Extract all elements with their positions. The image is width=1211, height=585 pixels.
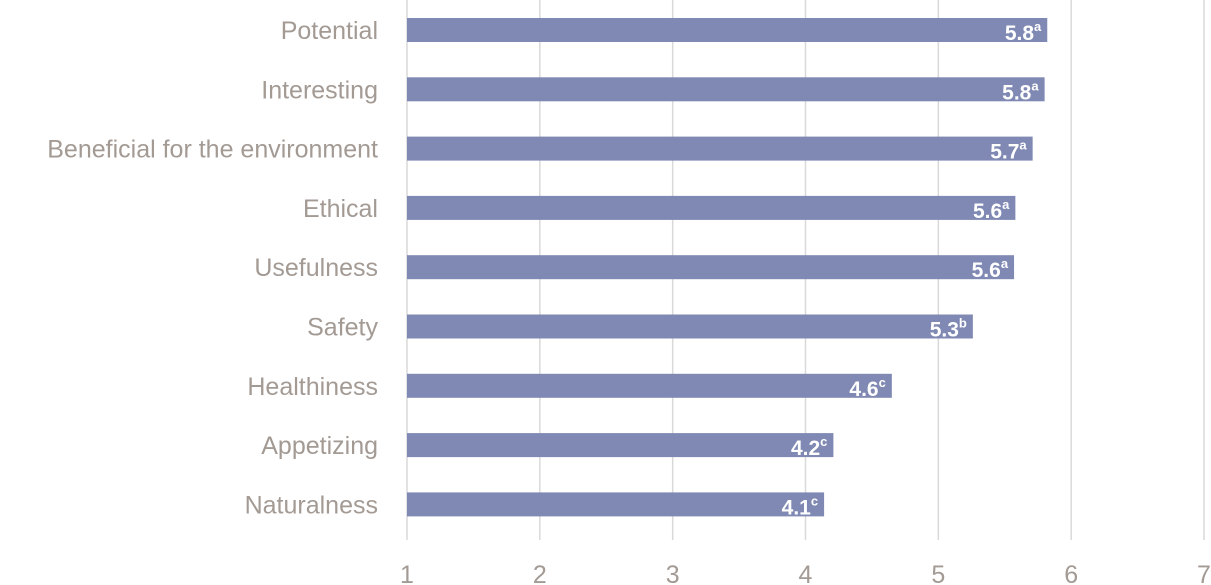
category-label: Potential [281, 17, 378, 45]
data-label-superscript: a [1031, 78, 1039, 93]
x-tick-label-4: 4 [799, 561, 813, 585]
data-label-value: 5.7 [990, 141, 1019, 164]
x-tick-label-1: 1 [400, 561, 414, 585]
data-label-value: 4.6 [849, 378, 878, 401]
data-label-value: 5.3 [930, 319, 959, 342]
bar-appetizing [407, 433, 834, 458]
data-label: 4.2c [791, 434, 827, 460]
category-labels: Potential Interesting Beneficial for the e… [47, 17, 378, 519]
category-label: Naturalness [245, 491, 378, 519]
data-label: 5.8a [1002, 78, 1039, 104]
data-label-value: 5.8 [1005, 22, 1035, 45]
data-label-superscript: b [959, 316, 967, 331]
category-label: Interesting [261, 76, 378, 104]
bar-potential [407, 18, 1048, 42]
data-label-value: 5.8 [1002, 81, 1032, 104]
data-label-superscript: c [820, 434, 827, 449]
bar-naturalness [407, 492, 825, 517]
data-label-superscript: c [811, 493, 818, 508]
category-label: Healthiness [247, 373, 378, 401]
data-label-value: 5.6 [972, 259, 1001, 282]
data-label-value: 5.6 [973, 200, 1002, 223]
bar-ethical [407, 195, 1016, 220]
x-tick-label-5: 5 [931, 561, 945, 585]
bar-safety [407, 314, 973, 339]
bar-interesting [407, 77, 1045, 102]
x-tick-label-7: 7 [1197, 561, 1211, 585]
data-label-superscript: a [1019, 138, 1027, 153]
category-label: Usefulness [254, 254, 378, 282]
data-label-superscript: a [1002, 197, 1010, 212]
bar-healthiness [407, 373, 892, 398]
category-label: Beneficial for the environment [47, 136, 378, 164]
data-label: 4.6c [849, 375, 885, 401]
category-label: Safety [307, 314, 378, 342]
data-label-superscript: a [1001, 256, 1009, 271]
data-label: 4.1c [782, 493, 818, 519]
data-label-superscript: a [1034, 19, 1042, 34]
data-label-value: 4.1 [782, 496, 812, 519]
x-tick-label-2: 2 [533, 561, 547, 585]
data-label-value: 4.2 [791, 437, 820, 460]
bars: 5.8a5.8a5.7a5.6a5.6a5.3b4.6c4.2c4.1c [407, 18, 1048, 519]
x-axis-tick-labels: 1 2 3 4 5 6 7 [400, 561, 1211, 585]
data-label: 5.3b [930, 316, 967, 342]
data-label-superscript: c [879, 375, 886, 390]
category-label: Ethical [303, 195, 378, 223]
bar-beneficial-for-the-environment [407, 136, 1033, 161]
data-label: 5.6a [973, 197, 1010, 223]
data-label: 5.7a [990, 138, 1027, 164]
x-tick-label-6: 6 [1064, 561, 1078, 585]
x-tick-label-3: 3 [666, 561, 680, 585]
bar-usefulness [407, 255, 1015, 280]
data-label: 5.6a [972, 256, 1009, 282]
category-label: Appetizing [261, 432, 378, 460]
data-label: 5.8a [1005, 19, 1042, 45]
